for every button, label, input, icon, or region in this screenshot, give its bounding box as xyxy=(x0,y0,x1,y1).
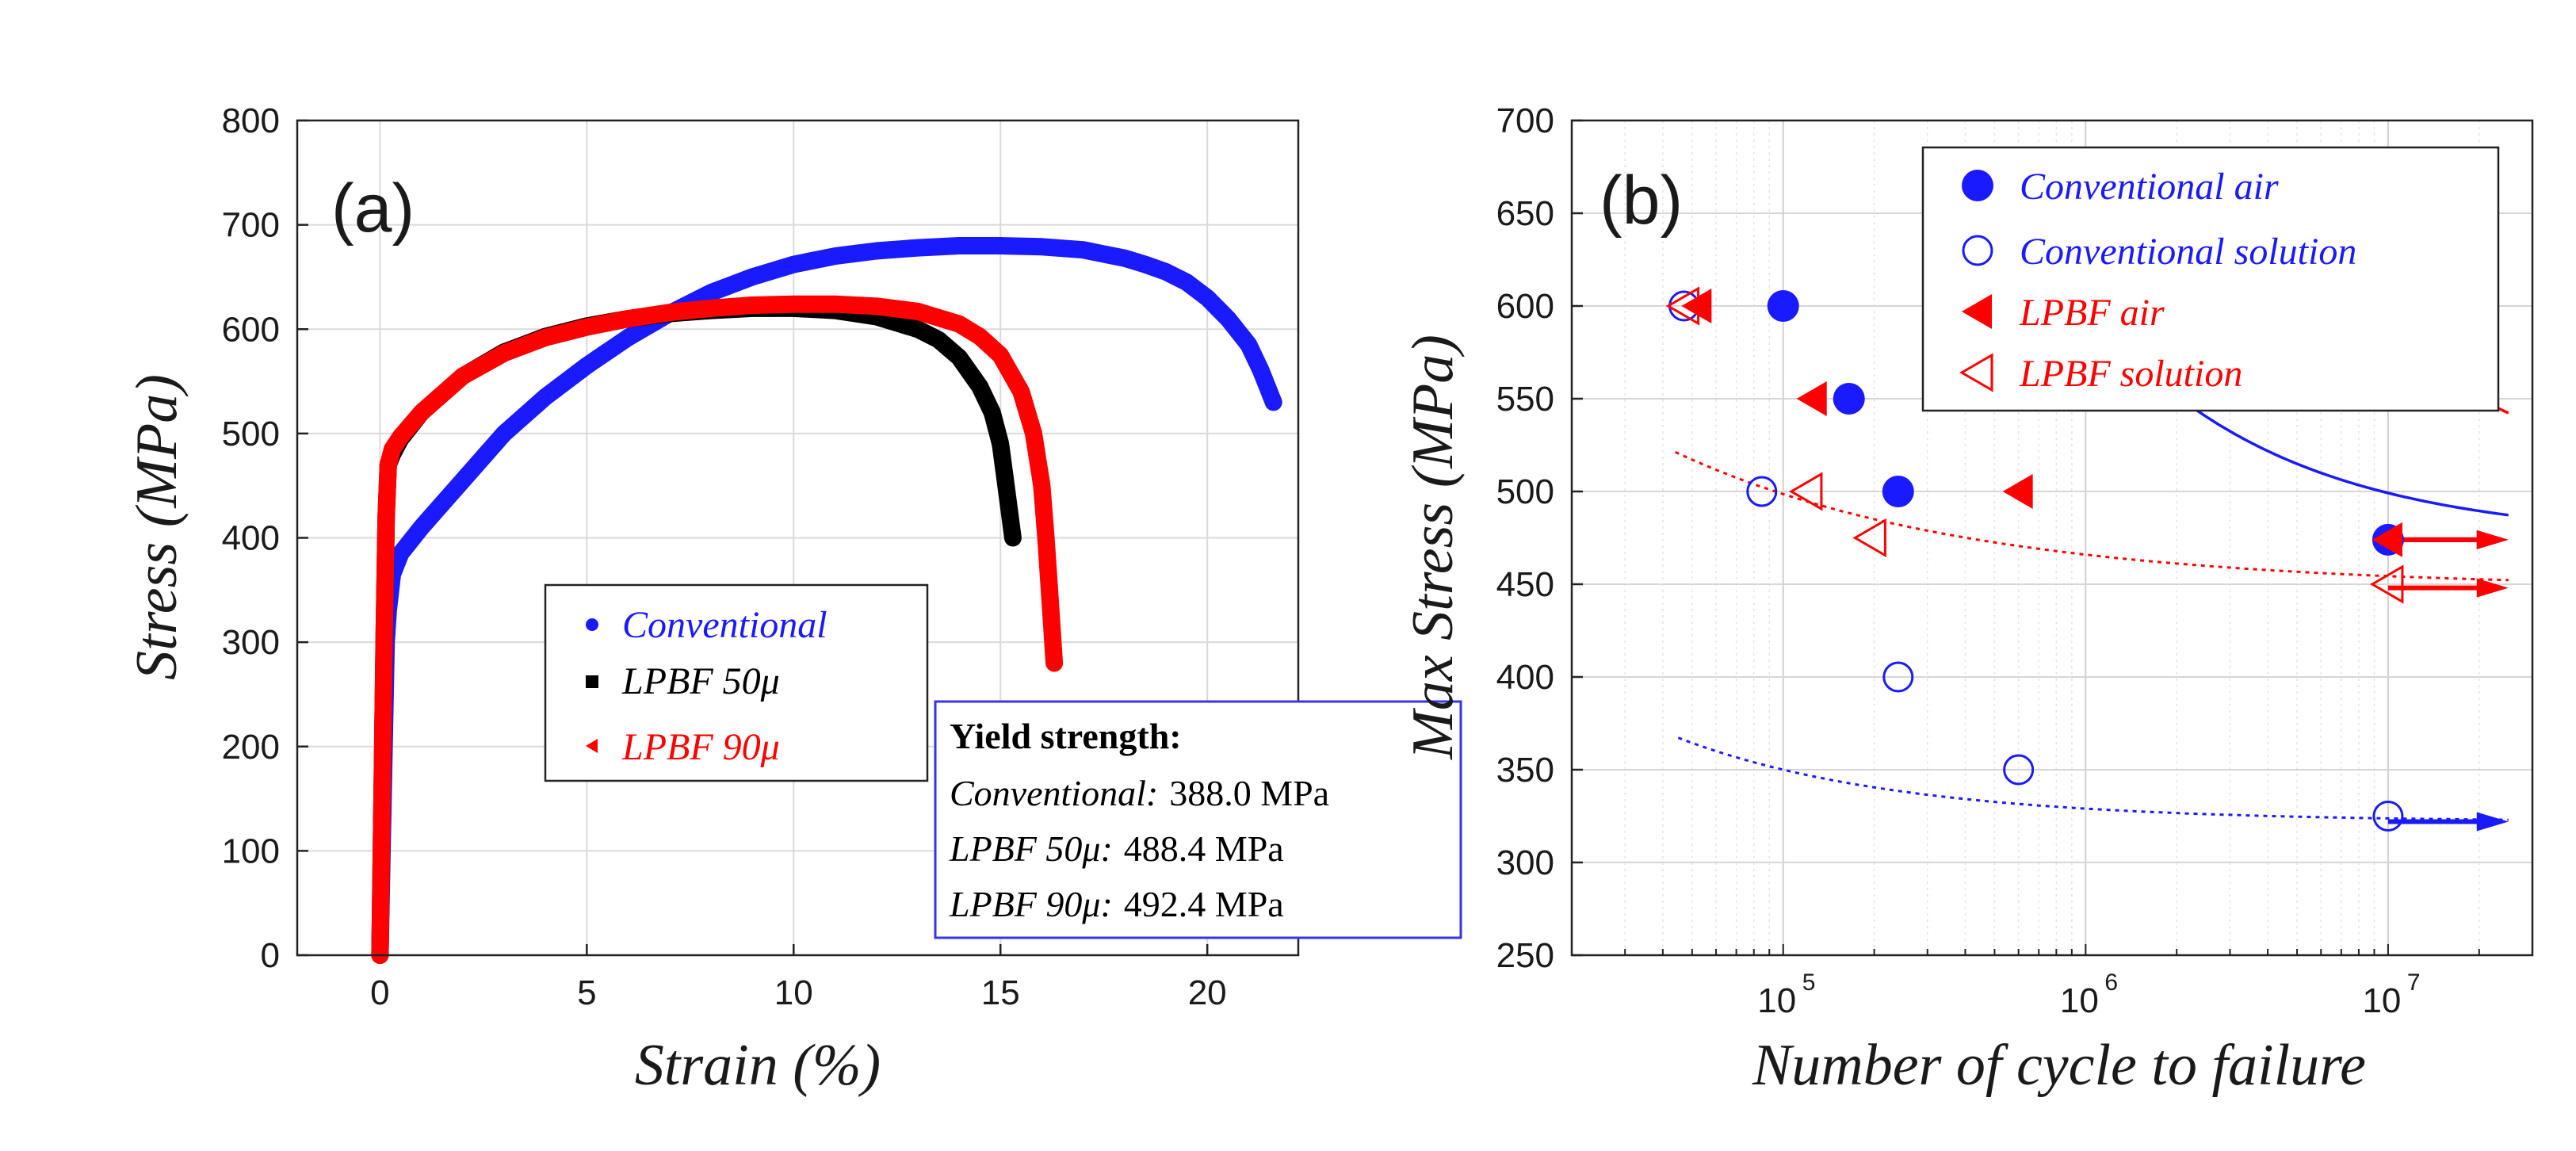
panel-b-y-tick-label: 250 xyxy=(1496,936,1554,975)
legend-label-conventional: Conventional xyxy=(622,604,827,646)
legend-label-conventional-solution: Conventional solution xyxy=(2020,231,2356,273)
panel-a-y-tick-label: 0 xyxy=(261,936,280,975)
panel-a-y-tick-label: 800 xyxy=(222,101,280,140)
panel-b-point-conventional-air xyxy=(1882,476,1914,507)
panel-b-y-tick-label: 650 xyxy=(1496,194,1554,233)
panel-a-legend-box xyxy=(544,583,929,782)
panel-a-y-tick-label: 700 xyxy=(222,206,280,245)
panel-b-legend-box xyxy=(1921,146,2500,412)
panel-a-label: (a) xyxy=(331,170,415,247)
panel-a-y-axis-title: Stress (MPa) xyxy=(124,374,189,680)
yield-value-conventional: 388.0 MPa xyxy=(1169,773,1329,813)
panel-b-x-tick-label-base: 10 xyxy=(2060,981,2099,1020)
panel-a-y-tick-label: 500 xyxy=(222,415,280,453)
panel-a-x-tick-label: 10 xyxy=(774,973,813,1012)
panel-b-y-tick-label: 550 xyxy=(1496,380,1554,419)
panel-b-y-tick-labels: 250 300 350 400 450 500 550 600 650 700 xyxy=(1496,101,1554,975)
legend-label-lpbf-solution: LPBF solution xyxy=(2019,353,2242,395)
panel-a-x-tick-label: 15 xyxy=(981,973,1020,1012)
panel-a-x-tick-labels: 0 5 10 15 20 xyxy=(370,973,1227,1012)
panel-b-label: (b) xyxy=(1599,163,1683,239)
legend-marker-conventional xyxy=(586,618,598,631)
legend-marker-lpbf-air xyxy=(1962,294,1992,329)
panel-b-point-lpbf-solution xyxy=(1852,518,1886,558)
panel-b-x-tick-label-exponent: 5 xyxy=(1802,969,1816,996)
panel-a-curve-lpbf-90u xyxy=(371,295,1064,964)
legend-label-lpbf-50: LPBF 50μ xyxy=(621,660,780,702)
panel-a-y-tick-label: 300 xyxy=(222,623,280,662)
legend-marker-lpbf-50 xyxy=(586,675,598,688)
panel-a-legend: Conventional LPBF 50μ LPBF 90μ xyxy=(544,583,929,782)
panel-b-x-tick-label-exponent: 6 xyxy=(2104,969,2118,996)
panel-b-runout-arrowhead-conventional-solution xyxy=(2476,812,2509,832)
legend-marker-lpbf-solution xyxy=(1959,353,1993,392)
panel-a-x-tick-label: 0 xyxy=(370,973,389,1012)
panel-b-point-conventional-air xyxy=(1833,383,1865,415)
legend-label-conventional-air: Conventional air xyxy=(2020,166,2279,208)
legend-marker-conventional-air xyxy=(1962,170,1993,201)
panel-b-point-lpbf-solution xyxy=(1665,286,1700,326)
panel-b-fit-lpbf-solution xyxy=(1675,450,2509,582)
panel-b-point-conventional-solution xyxy=(2372,801,2404,832)
panel-b-x-tick-label-base: 10 xyxy=(2362,981,2401,1020)
panel-b-point-lpbf-solution xyxy=(2369,564,2404,604)
panel-b-point-conventional-solution xyxy=(1882,661,1914,693)
panel-b-y-tick-label: 400 xyxy=(1496,658,1554,697)
legend-label-lpbf-90: LPBF 90μ xyxy=(621,726,780,768)
panel-b-x-tick-label-exponent: 7 xyxy=(2407,969,2421,996)
panel-b-x-axis-title: Number of cycle to failure xyxy=(1752,1033,2366,1098)
yield-name-lpbf-90: LPBF 90μ: xyxy=(949,884,1113,924)
yield-row-lpbf-50: LPBF 50μ: 488.4 MPa xyxy=(949,828,1284,869)
panel-b-y-axis-title: Max Stress (MPa) xyxy=(1401,335,1466,760)
panel-b-point-lpbf-air xyxy=(1681,289,1712,323)
panel-b-y-tick-label: 300 xyxy=(1496,843,1554,882)
panel-b-legend: Conventional air Conventional solution L… xyxy=(1921,146,2500,412)
yield-strength-box xyxy=(934,700,1462,939)
yield-value-lpbf-50: 488.4 MPa xyxy=(1124,828,1284,869)
panel-b-point-lpbf-air xyxy=(2372,522,2402,557)
panel-b-point-lpbf-solution xyxy=(1788,472,1823,511)
panel-b-point-conventional-air xyxy=(1767,290,1799,322)
yield-strength-title: Yield strength: xyxy=(950,716,1182,756)
panel-b-point-lpbf-air xyxy=(2002,474,2033,509)
panel-a-curve-conventional xyxy=(371,237,1282,964)
panel-a-y-tick-labels: 0 100 200 300 400 500 600 700 800 xyxy=(222,101,280,975)
panel-b-fit-conventional-solution xyxy=(1677,736,2509,821)
panel-a-plot-frame xyxy=(296,119,1300,957)
yield-row-conventional: Conventional: 388.0 MPa xyxy=(950,773,1329,813)
panel-b-x-tick-labels: 10 5 10 6 10 7 xyxy=(1757,969,2420,1020)
panel-b-data-points xyxy=(1665,286,2404,832)
panel-a-y-tick-label: 600 xyxy=(222,310,280,349)
panel-b-runout-arrowhead-lpbf-air xyxy=(2476,530,2509,549)
legend-marker-conventional-solution xyxy=(1962,235,1993,266)
panel-a-y-tick-label: 400 xyxy=(222,519,280,558)
panel-b-plot-frame xyxy=(1570,119,2534,957)
yield-strength-annotation: Yield strength: Conventional: 388.0 MPa … xyxy=(934,700,1462,939)
panel-b-point-conventional-solution xyxy=(1746,476,1778,507)
panel-a-x-axis-title: Strain (%) xyxy=(635,1033,881,1098)
panel-b-runout-arrowhead-lpbf-solution xyxy=(2476,578,2509,598)
panel-a-curves xyxy=(371,237,1282,964)
yield-row-lpbf-90: LPBF 90μ: 492.4 MPa xyxy=(949,884,1284,924)
panel-a-y-tick-label: 100 xyxy=(222,832,280,870)
yield-value-lpbf-90: 492.4 MPa xyxy=(1124,884,1284,924)
panel-b-point-lpbf-air xyxy=(1796,381,1827,416)
panel-b-x-tick-label-base: 10 xyxy=(1757,981,1796,1020)
panel-a-y-tick-label: 200 xyxy=(222,728,280,767)
legend-label-lpbf-air: LPBF air xyxy=(2019,292,2165,334)
panel-b-y-tick-label: 350 xyxy=(1496,751,1554,790)
panel-b-y-tick-label: 700 xyxy=(1496,101,1554,140)
panel-a-x-tick-label: 20 xyxy=(1188,973,1227,1012)
yield-name-conventional: Conventional: xyxy=(950,773,1158,813)
yield-name-lpbf-50: LPBF 50μ: xyxy=(949,828,1113,869)
panel-b-y-tick-label: 600 xyxy=(1496,287,1554,326)
panel-b-y-tick-label: 500 xyxy=(1496,472,1554,511)
panel-b-point-conventional-solution xyxy=(2003,754,2035,786)
panel-b-y-tick-label: 450 xyxy=(1496,565,1554,604)
legend-marker-lpbf-90 xyxy=(586,739,598,753)
panel-a-x-tick-label: 5 xyxy=(577,973,596,1012)
